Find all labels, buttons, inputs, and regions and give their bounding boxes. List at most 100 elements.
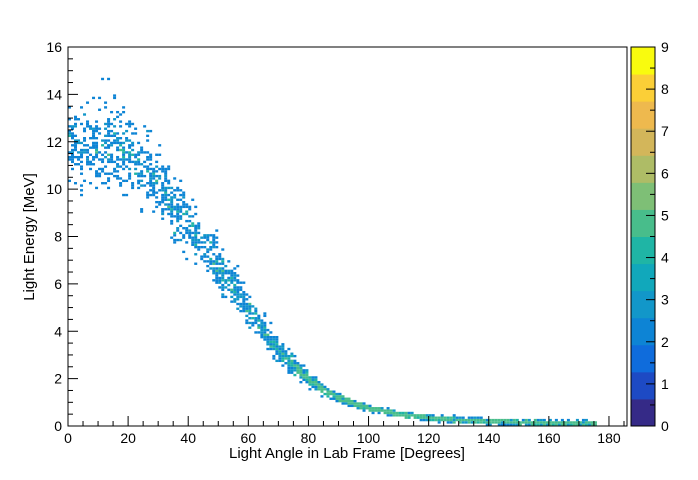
heatmap-bin	[263, 314, 267, 318]
heatmap-bin	[176, 203, 180, 206]
heatmap-bin	[104, 141, 108, 145]
x-tick-label: 60	[241, 430, 257, 446]
heatmap-bin	[236, 274, 240, 277]
heatmap-bin	[134, 172, 138, 175]
heatmap-bin	[422, 418, 426, 422]
heatmap-bin	[89, 137, 93, 140]
heatmap-bin	[86, 151, 90, 154]
heatmap-bin	[233, 293, 237, 296]
heatmap-bin	[221, 276, 225, 280]
heatmap-bin	[221, 262, 225, 265]
heatmap-bin	[77, 141, 81, 145]
heatmap-bin	[215, 274, 219, 277]
heatmap-bin	[152, 177, 156, 180]
heatmap-bin	[176, 189, 180, 192]
heatmap-bin	[194, 227, 198, 230]
heatmap-bin	[161, 165, 165, 168]
heatmap-bin	[215, 229, 219, 232]
heatmap-bin	[104, 101, 108, 104]
heatmap-bin	[68, 129, 72, 133]
x-axis-title: Light Angle in Lab Frame [Degrees]	[229, 445, 465, 462]
heatmap-bin	[128, 139, 132, 142]
heatmap-bin	[368, 404, 372, 408]
heatmap-bin	[137, 186, 141, 190]
heatmap-bin	[155, 160, 159, 164]
heatmap-bin	[107, 77, 111, 81]
heatmap-bin	[71, 144, 75, 147]
heatmap-bin	[299, 373, 303, 377]
heatmap-bin	[416, 416, 420, 419]
heatmap-bin	[86, 122, 90, 126]
heatmap-bin	[137, 151, 141, 154]
heatmap-bin	[98, 127, 102, 130]
heatmap-bin	[173, 231, 177, 235]
heatmap-bin	[179, 224, 183, 228]
heatmap-bin	[551, 421, 555, 424]
heatmap-bin	[233, 298, 237, 301]
heatmap-bin	[263, 333, 267, 336]
heatmap-bin	[68, 158, 72, 161]
heatmap-bin	[74, 115, 78, 119]
heatmap-bin	[188, 234, 192, 237]
heatmap-bin	[134, 155, 138, 159]
heatmap-bin	[74, 125, 78, 128]
heatmap-bin	[101, 144, 105, 147]
heatmap-bin	[488, 421, 492, 424]
heatmap-bin	[122, 179, 126, 183]
heatmap-bin	[194, 224, 198, 228]
heatmap-bin	[161, 182, 165, 185]
heatmap-bin	[320, 388, 324, 391]
heatmap-bin	[530, 421, 534, 424]
heatmap-bin	[107, 120, 111, 123]
heatmap-bin	[233, 288, 237, 291]
heatmap-bin	[203, 255, 207, 258]
heatmap-bin	[146, 182, 150, 185]
heatmap-bin	[152, 167, 156, 171]
heatmap-bin	[521, 418, 525, 422]
heatmap-bin	[164, 167, 168, 171]
heatmap-bin	[98, 96, 102, 100]
heatmap-bin	[194, 229, 198, 232]
heatmap-bin	[260, 328, 264, 332]
heatmap-bin	[77, 151, 81, 154]
heatmap-bin	[200, 255, 204, 258]
heatmap-bin	[269, 338, 273, 341]
heatmap-bin	[281, 359, 285, 363]
heatmap-bin	[398, 411, 402, 415]
heatmap-bin	[164, 189, 168, 192]
heatmap-bin	[212, 241, 216, 244]
heatmap-bin	[95, 153, 99, 156]
heatmap-bin	[488, 418, 492, 422]
heatmap-bin	[224, 279, 228, 282]
heatmap-bin	[146, 139, 150, 142]
heatmap-bin	[221, 248, 225, 251]
heatmap-bin	[167, 165, 171, 168]
heatmap-bin	[266, 343, 270, 346]
heatmap-bin	[80, 153, 84, 156]
heatmap-bin	[260, 319, 264, 322]
heatmap-bin	[533, 421, 537, 424]
heatmap-bin	[179, 208, 183, 211]
heatmap-bin	[146, 155, 150, 159]
heatmap-bin	[140, 148, 144, 152]
heatmap-bin	[209, 257, 213, 261]
colorbar-segment	[631, 344, 655, 373]
heatmap-bin	[170, 210, 174, 213]
heatmap-bin	[272, 338, 276, 341]
heatmap-bin	[113, 139, 117, 142]
heatmap-bin	[221, 267, 225, 270]
heatmap-bin	[131, 144, 135, 147]
heatmap-bin	[260, 321, 264, 325]
heatmap-bin	[434, 416, 438, 419]
heatmap-bin	[407, 416, 411, 419]
heatmap-bin	[173, 193, 177, 197]
heatmap-bin	[116, 163, 120, 166]
heatmap-bin	[452, 418, 456, 422]
heatmap-bin	[356, 407, 360, 410]
heatmap-bin	[323, 385, 327, 389]
heatmap-bin	[236, 298, 240, 301]
heatmap-bin	[590, 421, 594, 424]
heatmap-bin	[506, 421, 510, 424]
heatmap-bin	[461, 416, 465, 419]
heatmap-bin	[128, 155, 132, 159]
